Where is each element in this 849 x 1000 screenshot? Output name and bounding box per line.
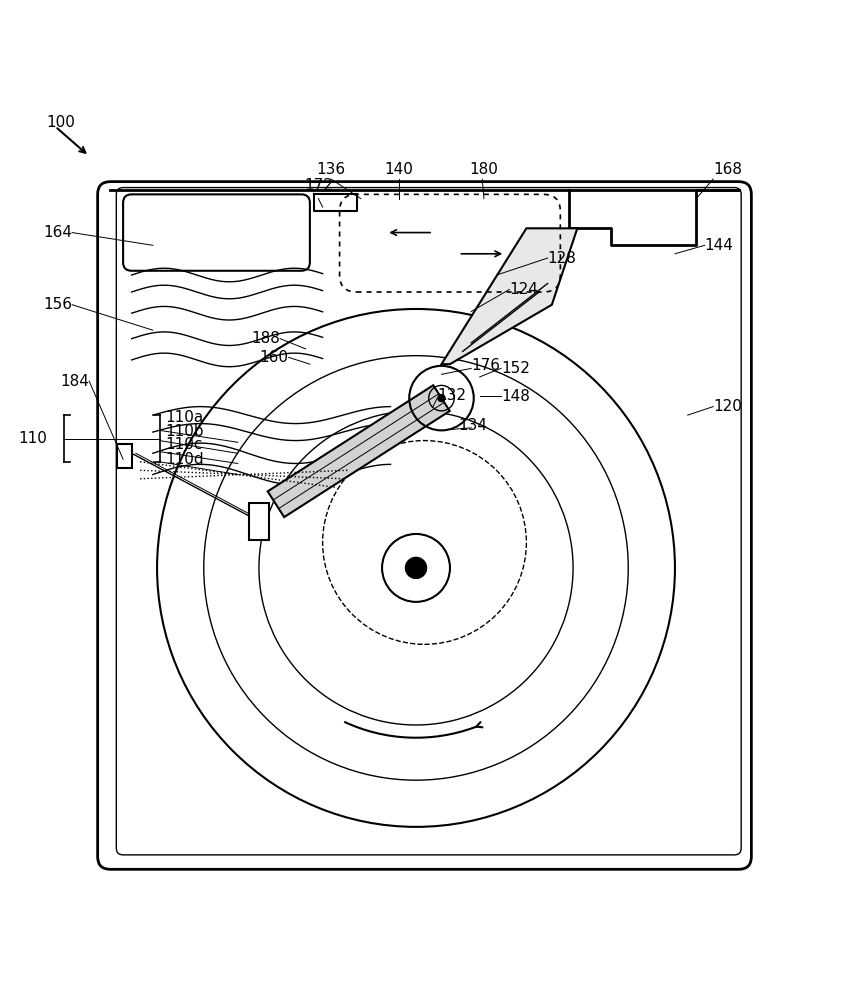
Text: 144: 144: [705, 238, 734, 253]
Text: 160: 160: [260, 350, 289, 365]
Text: 140: 140: [385, 162, 413, 177]
Text: 172: 172: [304, 178, 333, 193]
Text: 128: 128: [548, 251, 576, 266]
Text: 148: 148: [501, 389, 530, 404]
FancyBboxPatch shape: [98, 182, 751, 869]
Text: 136: 136: [317, 162, 346, 177]
Polygon shape: [441, 228, 577, 364]
Text: 110c: 110c: [166, 437, 203, 452]
Text: 168: 168: [713, 162, 742, 177]
Bar: [117, 444, 132, 468]
Text: 188: 188: [251, 331, 280, 346]
Polygon shape: [267, 385, 450, 517]
Text: 156: 156: [43, 297, 72, 312]
Text: 110b: 110b: [166, 424, 204, 439]
Text: 120: 120: [713, 399, 742, 414]
Text: 110a: 110a: [166, 410, 204, 425]
Text: 164: 164: [43, 225, 72, 240]
Text: 134: 134: [458, 418, 487, 433]
Text: 152: 152: [501, 361, 530, 376]
Text: 176: 176: [471, 358, 500, 373]
Bar: [249, 503, 269, 540]
Text: 110d: 110d: [166, 452, 204, 467]
Text: 100: 100: [47, 115, 76, 130]
Circle shape: [406, 558, 426, 578]
Text: 110: 110: [18, 431, 47, 446]
Text: 124: 124: [509, 282, 538, 297]
Text: 184: 184: [60, 374, 89, 389]
FancyBboxPatch shape: [123, 194, 310, 271]
Circle shape: [437, 394, 446, 402]
Text: 132: 132: [437, 388, 466, 403]
Text: 180: 180: [469, 162, 498, 177]
